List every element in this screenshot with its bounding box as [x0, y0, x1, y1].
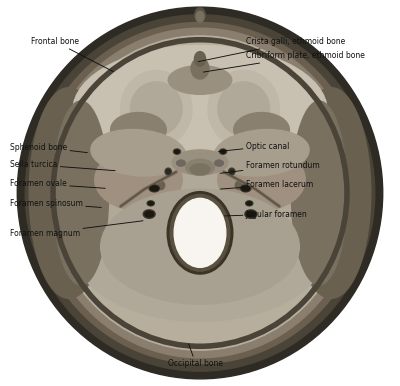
Text: Foramen rotundum: Foramen rotundum: [220, 161, 320, 173]
Ellipse shape: [150, 186, 158, 191]
Ellipse shape: [235, 181, 242, 190]
Ellipse shape: [176, 160, 185, 166]
Ellipse shape: [95, 149, 182, 210]
Ellipse shape: [245, 210, 257, 218]
Ellipse shape: [230, 169, 234, 174]
Ellipse shape: [246, 211, 255, 217]
Ellipse shape: [29, 88, 109, 298]
Ellipse shape: [242, 186, 250, 191]
Ellipse shape: [174, 198, 226, 267]
Ellipse shape: [101, 189, 299, 304]
Ellipse shape: [145, 211, 154, 217]
Ellipse shape: [218, 149, 305, 210]
Ellipse shape: [229, 168, 235, 175]
Ellipse shape: [174, 150, 179, 153]
Ellipse shape: [166, 169, 170, 174]
Ellipse shape: [191, 58, 209, 79]
Ellipse shape: [234, 113, 289, 147]
Text: Sphenoid bone: Sphenoid bone: [10, 142, 87, 152]
Ellipse shape: [147, 201, 154, 206]
Ellipse shape: [17, 7, 383, 379]
Ellipse shape: [73, 46, 327, 176]
Ellipse shape: [41, 28, 359, 358]
Ellipse shape: [49, 36, 351, 350]
Ellipse shape: [214, 130, 309, 176]
Ellipse shape: [53, 101, 109, 285]
Ellipse shape: [120, 70, 192, 147]
Ellipse shape: [25, 15, 375, 371]
Text: Optic canal: Optic canal: [218, 142, 289, 151]
Ellipse shape: [165, 168, 172, 175]
Ellipse shape: [158, 181, 165, 190]
Ellipse shape: [167, 192, 233, 274]
Ellipse shape: [71, 168, 329, 322]
Ellipse shape: [215, 160, 224, 166]
Ellipse shape: [194, 52, 206, 66]
Ellipse shape: [111, 113, 166, 147]
Text: Occipital bone: Occipital bone: [168, 344, 223, 368]
Ellipse shape: [143, 210, 155, 218]
Ellipse shape: [190, 164, 210, 174]
Ellipse shape: [173, 149, 180, 154]
Text: Foramen spinosum: Foramen spinosum: [10, 199, 101, 208]
Ellipse shape: [196, 11, 204, 22]
Ellipse shape: [240, 185, 251, 192]
Text: Frontal bone: Frontal bone: [31, 37, 113, 72]
Text: Sella turcica: Sella turcica: [10, 160, 115, 171]
Ellipse shape: [195, 8, 205, 22]
Ellipse shape: [149, 185, 160, 192]
Text: Foramen lacerum: Foramen lacerum: [220, 180, 313, 189]
Ellipse shape: [186, 159, 214, 175]
Ellipse shape: [208, 70, 280, 147]
Ellipse shape: [246, 201, 253, 206]
Ellipse shape: [247, 202, 252, 205]
Text: Crista galli, ethmoid bone: Crista galli, ethmoid bone: [198, 37, 345, 62]
Text: Foramen magnum: Foramen magnum: [10, 221, 143, 238]
Ellipse shape: [220, 149, 227, 154]
Ellipse shape: [168, 66, 232, 94]
Ellipse shape: [172, 150, 228, 175]
Ellipse shape: [91, 130, 186, 176]
Ellipse shape: [218, 82, 270, 135]
Text: Jugular foramen: Jugular foramen: [224, 210, 308, 218]
Ellipse shape: [221, 150, 226, 153]
Ellipse shape: [33, 22, 367, 364]
Text: Foramen ovale: Foramen ovale: [10, 179, 105, 188]
Ellipse shape: [148, 202, 153, 205]
Text: Cribriform plate, ethmoid bone: Cribriform plate, ethmoid bone: [203, 51, 364, 72]
Ellipse shape: [291, 101, 347, 285]
Ellipse shape: [291, 88, 371, 298]
Ellipse shape: [170, 195, 230, 271]
Ellipse shape: [130, 82, 182, 135]
